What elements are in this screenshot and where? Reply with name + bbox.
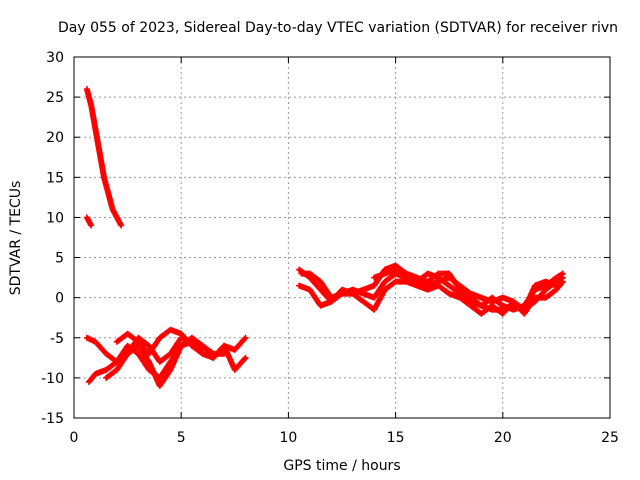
y-tick-label: -5 — [50, 331, 64, 347]
series-track-early-short — [83, 214, 95, 229]
y-tick-label: 5 — [55, 251, 64, 267]
axis-ticks: 0 5 10 15 20 25 -15 -10 -5 0 5 10 15 20 25 30 — [41, 50, 619, 446]
y-tick-label: 25 — [46, 90, 64, 106]
y-tick-label: -10 — [41, 371, 64, 387]
data-points-layer — [83, 86, 566, 389]
series-track-morning-d — [113, 326, 249, 373]
series-track-early-decline — [83, 86, 125, 229]
x-tick-label: 20 — [494, 430, 512, 446]
x-tick-label: 10 — [279, 430, 297, 446]
y-tick-label: 0 — [55, 291, 64, 307]
y-tick-label: 20 — [46, 130, 64, 146]
y-axis-label: SDTVAR / TECUs — [8, 181, 24, 296]
plot-frame — [73, 56, 611, 419]
x-axis-label: GPS time / hours — [283, 458, 400, 474]
grid-lines — [74, 57, 610, 418]
y-tick-label: 10 — [46, 210, 64, 226]
x-tick-label: 15 — [387, 430, 405, 446]
x-tick-label: 25 — [601, 430, 619, 446]
y-tick-label: -15 — [41, 411, 64, 427]
series-track-afternoon-d — [371, 266, 560, 313]
y-tick-label: 30 — [46, 50, 64, 66]
y-tick-label: 15 — [46, 170, 64, 186]
chart-title: Day 055 of 2023, Sidereal Day-to-day VTE… — [58, 20, 618, 36]
x-tick-label: 5 — [177, 430, 186, 446]
x-tick-label: 0 — [70, 430, 79, 446]
